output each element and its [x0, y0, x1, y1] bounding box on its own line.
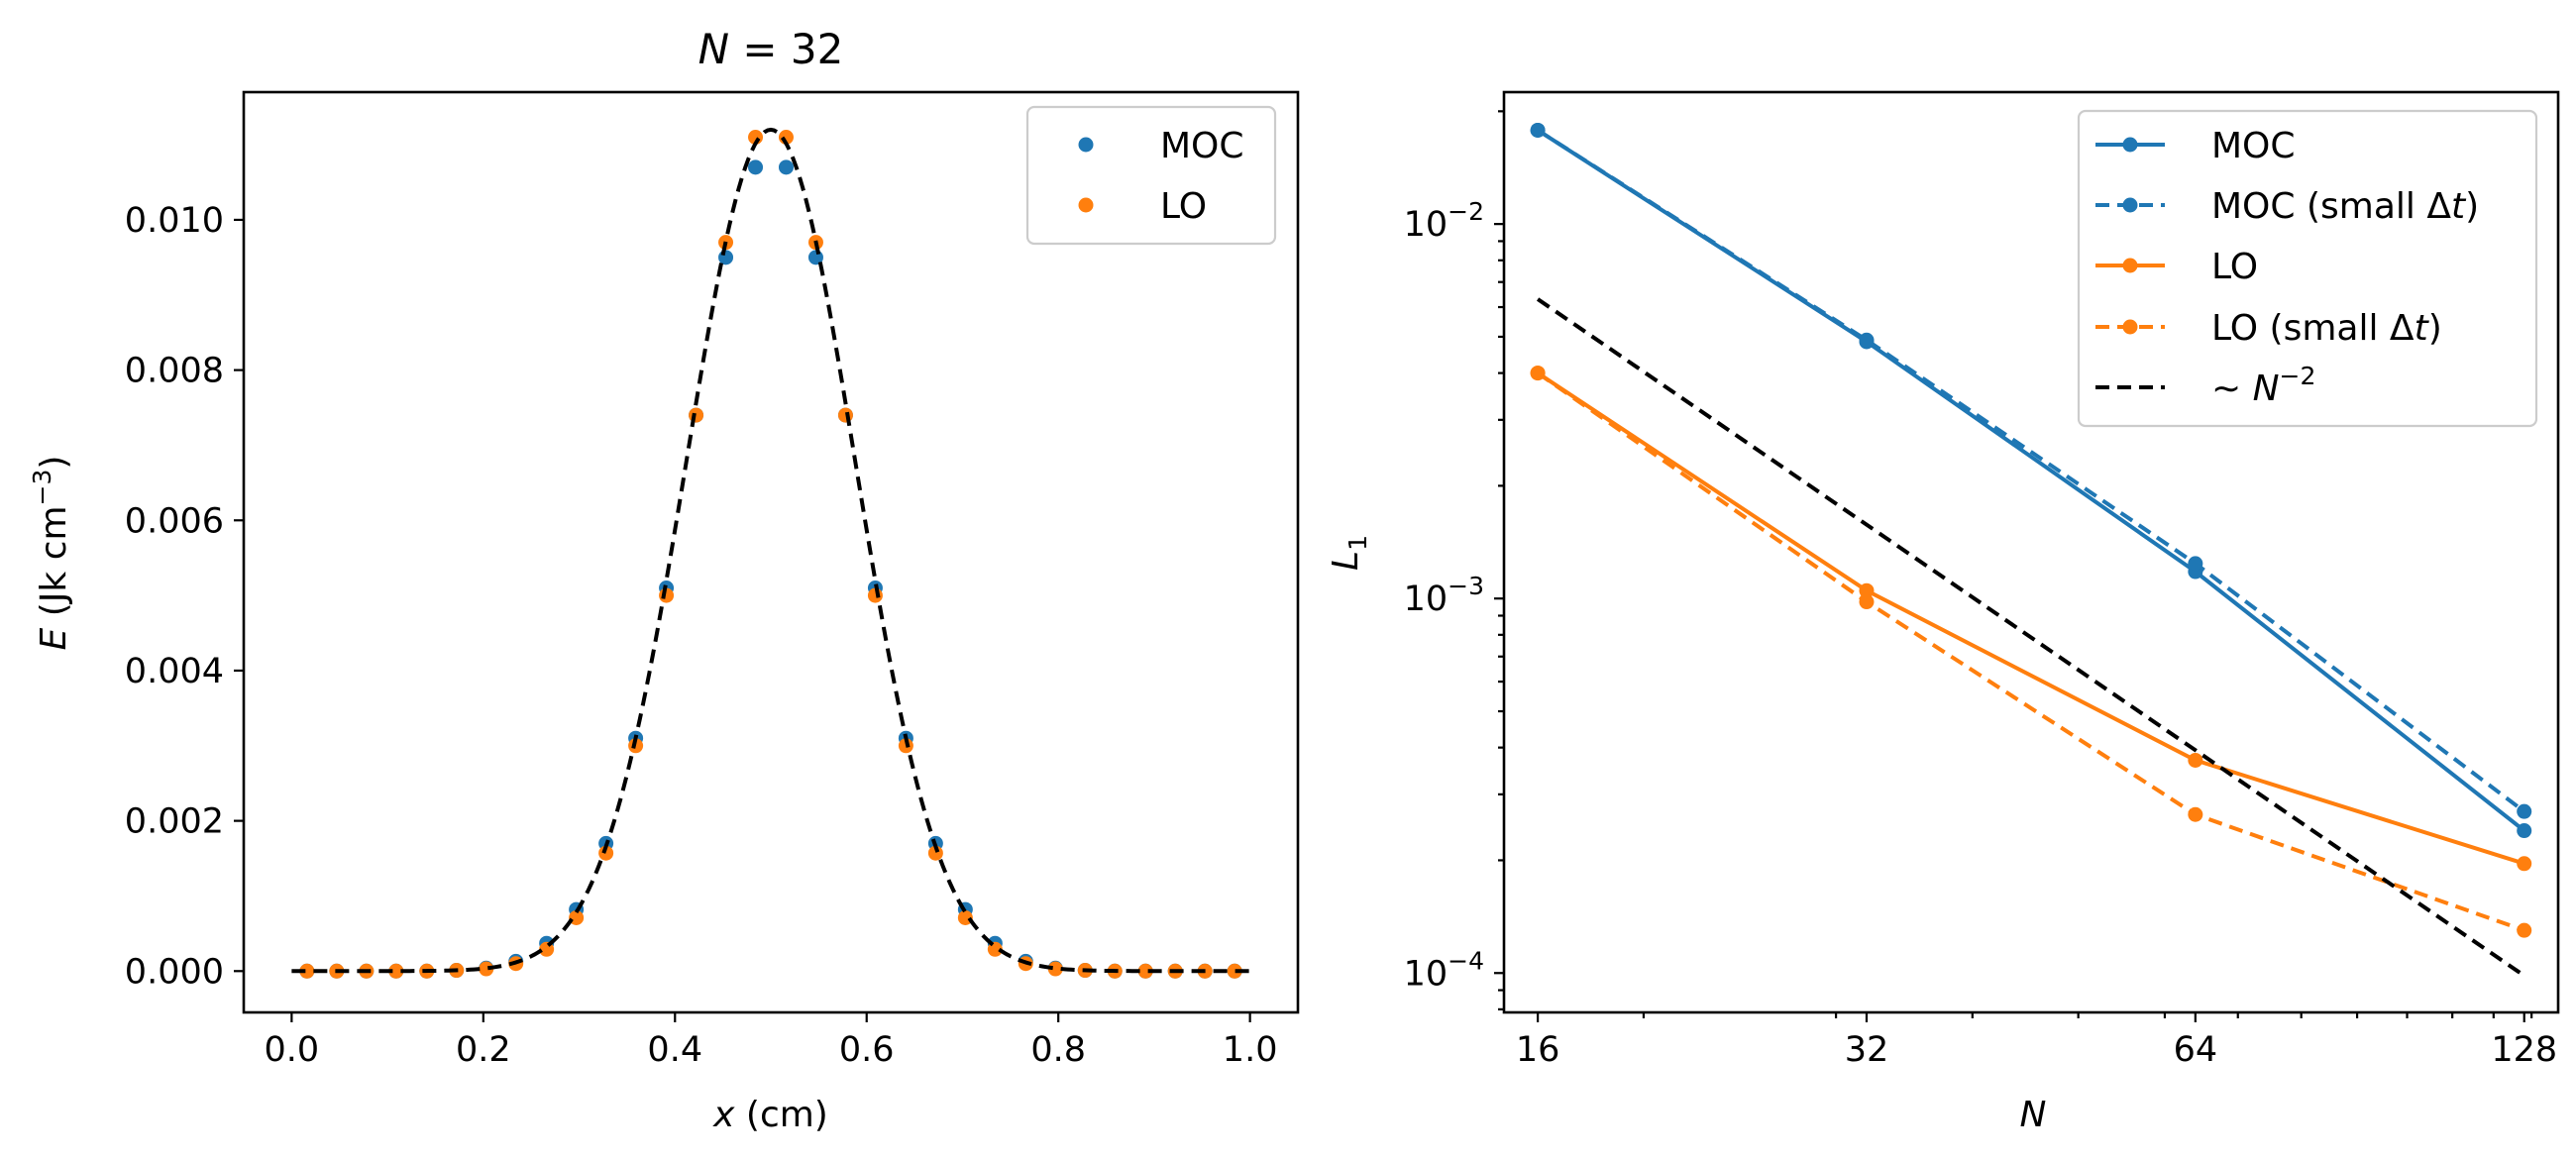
right-series-point — [2517, 856, 2532, 872]
left-x-tick-label: 0.6 — [839, 1030, 895, 1070]
left-x-tick-label: 0.0 — [265, 1030, 320, 1070]
right-legend-marker — [2122, 258, 2138, 273]
right-series-line — [1536, 370, 2525, 933]
right-legend-label: LO — [2211, 247, 2258, 287]
left-point-lo — [1227, 963, 1242, 979]
left-legend: MOC LO — [1025, 105, 1277, 246]
right-x-tick-label: 128 — [2491, 1030, 2557, 1070]
right-series-point — [2188, 806, 2203, 822]
right-y-tick-label: 10−4 — [1404, 946, 1484, 994]
left-x-ticks: 0.0 0.2 0.4 0.6 0.8 1.0 — [265, 1012, 1278, 1070]
right-x-axis-label: N — [2020, 1095, 2047, 1135]
right-y-tick-label: 10−3 — [1404, 572, 1484, 619]
right-x-tick-label: 16 — [1516, 1030, 1560, 1070]
left-point-lo — [837, 407, 853, 423]
left-point-lo — [598, 845, 614, 861]
left-plot-area — [291, 127, 1250, 979]
right-series-point — [2517, 823, 2532, 839]
right-legend-marker — [2122, 319, 2138, 335]
right-legend-label: LO (small Δt) — [2211, 308, 2442, 349]
right-series-point — [1530, 122, 1546, 138]
right-x-tick-label: 32 — [1845, 1030, 1889, 1070]
left-point-lo — [299, 963, 315, 979]
right-series-3 — [1530, 366, 2532, 938]
left-point-lo — [1137, 963, 1153, 979]
left-y-tick-label: 0.004 — [125, 652, 224, 691]
right-plot-area — [1530, 122, 2532, 978]
left-point-moc — [748, 159, 764, 175]
right-legend: MOC MOC (small Δt) LO LO (small Δt) ∼ N−2 — [2077, 109, 2538, 428]
left-x-tick-label: 1.0 — [1223, 1030, 1278, 1070]
right-series-point — [1859, 582, 1875, 598]
left-legend-label-lo: LO — [1160, 186, 1207, 227]
right-series-line — [1536, 370, 2525, 866]
left-y-tick-label: 0.006 — [125, 501, 224, 541]
right-y-tick-label: 10−2 — [1404, 197, 1484, 245]
right-series-point — [1530, 366, 1546, 381]
left-y-tick-label: 0.010 — [125, 201, 224, 241]
left-point-lo — [1047, 961, 1063, 977]
right-panel: 16 32 64 128 10−4 10−3 10−2 N L1 MOC MOC (smal… — [1326, 90, 2560, 1135]
left-legend-marker-lo — [1078, 197, 1094, 213]
left-point-lo — [569, 909, 585, 925]
right-legend-label: MOC — [2211, 126, 2296, 166]
left-point-lo — [689, 407, 704, 423]
left-x-tick-label: 0.8 — [1030, 1030, 1086, 1070]
right-series-point — [2517, 803, 2532, 819]
right-series-point — [1859, 332, 1875, 348]
right-series-2 — [1530, 366, 2532, 872]
right-series-point — [2517, 922, 2532, 938]
left-point-moc — [778, 159, 794, 175]
right-legend-box — [2077, 109, 2538, 428]
right-legend-label: MOC (small Δt) — [2211, 186, 2479, 227]
left-point-moc — [718, 250, 734, 265]
right-series-1 — [1530, 122, 2532, 819]
left-axes-frame — [242, 90, 1300, 1014]
right-legend-label: ∼ N−2 — [2211, 362, 2315, 409]
left-x-tick-label: 0.4 — [647, 1030, 702, 1070]
right-series-line — [1536, 297, 2525, 978]
right-x-tick-label: 64 — [2174, 1030, 2218, 1070]
left-y-axis-label: E (Jk cm−3) — [28, 456, 74, 651]
right-y-axis-label: L1 — [1326, 535, 1372, 571]
left-x-axis-label: x (cm) — [712, 1095, 828, 1135]
left-y-tick-label: 0.002 — [125, 802, 224, 842]
left-point-lo — [479, 961, 494, 977]
left-y-tick-label: 0.000 — [125, 952, 224, 992]
right-series-point — [2188, 752, 2203, 768]
right-series-point — [1859, 594, 1875, 610]
left-point-lo — [927, 845, 943, 861]
right-legend-marker — [2122, 137, 2138, 153]
right-axes-frame — [1502, 90, 2560, 1014]
left-point-lo — [388, 963, 404, 979]
left-point-lo — [957, 909, 973, 925]
left-y-tick-label: 0.008 — [125, 352, 224, 391]
left-legend-label-moc: MOC — [1160, 126, 1244, 166]
right-series-point — [2188, 556, 2203, 572]
right-series-line — [1537, 128, 2525, 813]
left-chart-title: N = 32 — [698, 25, 844, 73]
right-series-line — [1537, 128, 2525, 833]
right-legend-marker — [2122, 197, 2138, 213]
left-x-tick-label: 0.2 — [456, 1030, 511, 1070]
left-legend-marker-moc — [1078, 137, 1094, 153]
left-y-ticks: 0.000 0.002 0.004 0.006 0.008 0.010 — [125, 201, 244, 992]
left-panel: N = 32 0.0 0.2 0.4 0.6 0.8 1.0 0.0000.0020.00… — [28, 25, 1300, 1135]
right-series-4 — [1536, 297, 2525, 978]
left-reference-curve — [291, 127, 1250, 974]
